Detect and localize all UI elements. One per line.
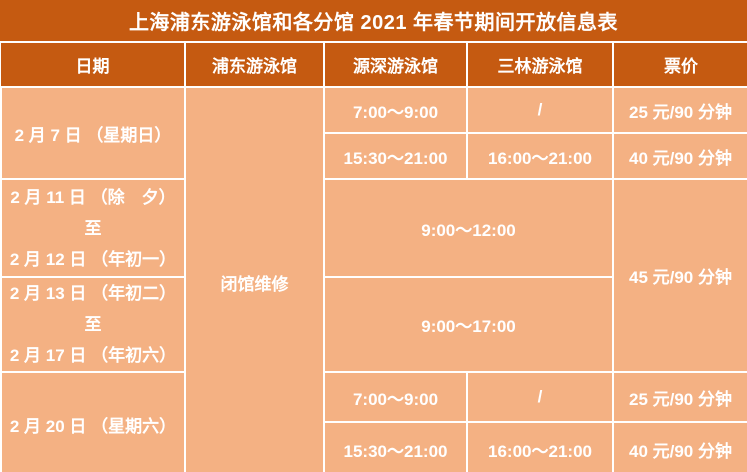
table-row: 2 月 13 日 （年初二） 至 2 月 17 日 （年初六） 9:00～17:… — [0, 276, 747, 373]
cell-feb7-am-yuanshen: 7:00～9:00 — [323, 86, 468, 134]
date-line: 2 月 13 日 （年初二） — [9, 284, 177, 303]
cell-feb20-am-yuanshen: 7:00～9:00 — [323, 371, 468, 423]
cell-feb20-date: 2 月 20 日 （星期六） — [0, 371, 186, 472]
table-row: 2 月 11 日 （除 夕） 至 2 月 12 日 （年初一） 9:00～12:… — [0, 178, 747, 373]
cell-feb11-12-hours: 9:00～12:00 — [323, 178, 614, 278]
col-header-date: 日期 — [1, 43, 186, 88]
cell-feb13-17-date: 2 月 13 日 （年初二） 至 2 月 17 日 （年初六） — [0, 276, 186, 373]
cell-feb11-12-date: 2 月 11 日 （除 夕） 至 2 月 12 日 （年初一） — [0, 178, 186, 278]
cell-feb7-pm-sanlin: 16:00～21:00 — [466, 132, 614, 180]
cell-feb20-am-sanlin: / — [466, 371, 614, 423]
cell-feb20-pm-yuanshen: 15:30～21:00 — [323, 421, 468, 472]
table-row: 15:30～21:00 16:00～21:00 40 元/90 分钟 — [1, 132, 747, 180]
col-header-yuanshen: 源深游泳馆 — [323, 43, 468, 88]
table-row: 2 月 7 日 （星期日） 闭馆维修 7:00～9:00 / 25 元/90 分… — [0, 86, 747, 472]
table-title: 上海浦东游泳馆和各分馆 2021 年春节期间开放信息表 — [0, 0, 747, 41]
col-header-price: 票价 — [612, 43, 747, 88]
cell-feb7-pm-price: 40 元/90 分钟 — [612, 132, 747, 180]
cell-holiday-price: 45 元/90 分钟 — [612, 178, 747, 373]
col-header-sanlin: 三林游泳馆 — [466, 43, 614, 88]
date-line: 至 — [84, 218, 102, 238]
date-line: 2 月 11 日 （除 夕） — [10, 187, 176, 207]
col-header-pudong: 浦东游泳馆 — [184, 43, 325, 88]
cell-feb7-pm-yuanshen: 15:30～21:00 — [323, 132, 468, 180]
table-row: 15:30～21:00 16:00～21:00 40 元/90 分钟 — [1, 421, 747, 472]
date-line: 2 月 17 日 （年初六） — [9, 346, 177, 365]
opening-info-table: 日期 浦东游泳馆 源深游泳馆 三林游泳馆 票价 2 月 7 日 （星期日） 闭馆… — [0, 43, 747, 472]
cell-feb20-pm-sanlin: 16:00～21:00 — [466, 421, 614, 472]
cell-feb7-date: 2 月 7 日 （星期日） — [0, 86, 186, 180]
cell-feb20-pm-price: 40 元/90 分钟 — [612, 421, 747, 472]
date-line: 2 月 12 日 （年初一） — [9, 249, 177, 269]
cell-feb7-am-sanlin: / — [466, 86, 614, 134]
cell-feb20-am-price: 25 元/90 分钟 — [612, 371, 747, 423]
header-row: 日期 浦东游泳馆 源深游泳馆 三林游泳馆 票价 — [1, 43, 747, 88]
cell-feb7-am-price: 25 元/90 分钟 — [612, 86, 747, 134]
table-row: 2 月 20 日 （星期六） 7:00～9:00 / 25 元/90 分钟 — [0, 371, 747, 472]
cell-feb13-17-hours: 9:00～17:00 — [323, 276, 614, 373]
cell-pudong-status: 闭馆维修 — [184, 86, 325, 472]
date-line: 至 — [84, 315, 102, 334]
